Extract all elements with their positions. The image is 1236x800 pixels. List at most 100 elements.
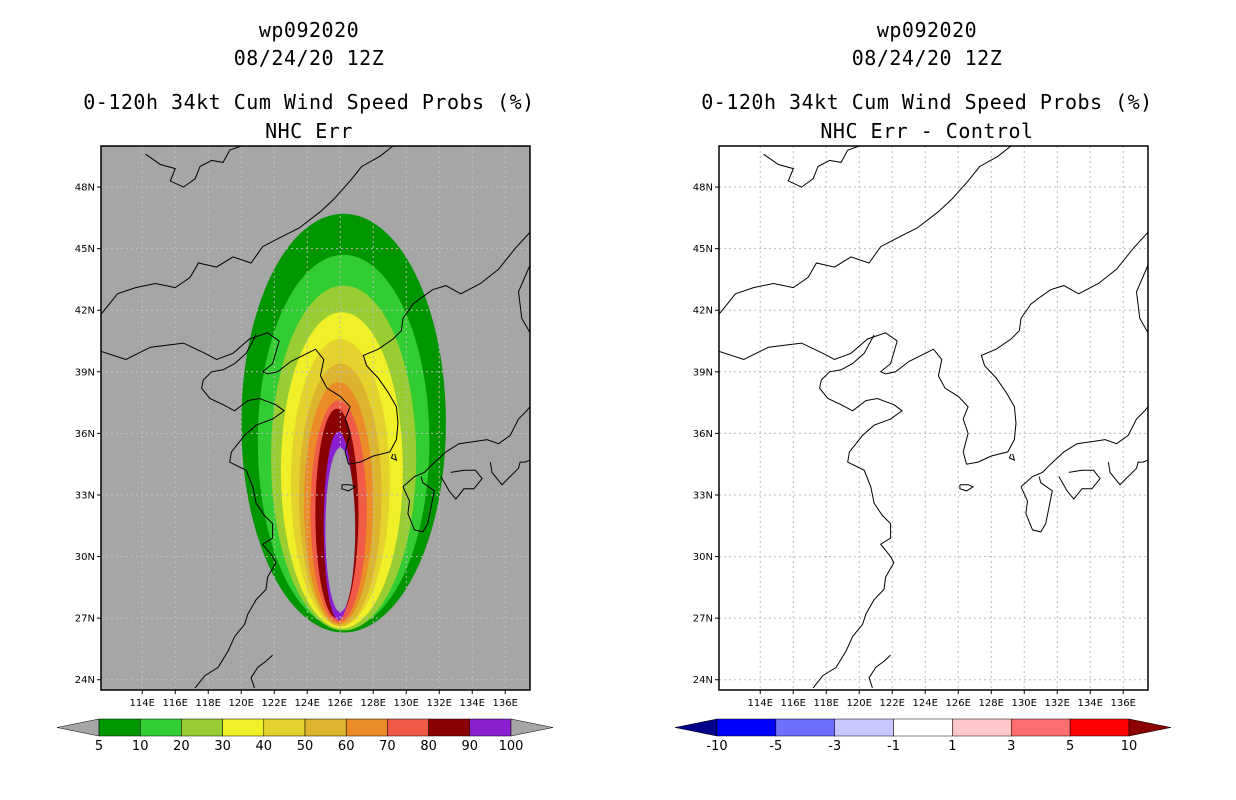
y-tick-label: 45N bbox=[693, 244, 713, 255]
colorbar-label: 90 bbox=[462, 739, 479, 754]
colorbar-segment bbox=[345, 718, 388, 737]
colorbar-label: 70 bbox=[379, 739, 396, 754]
x-tick-label: 134E bbox=[460, 698, 485, 709]
x-tick-label: 122E bbox=[880, 698, 905, 709]
coastline bbox=[341, 484, 357, 492]
plot-frame bbox=[718, 145, 1149, 691]
colorbar-segment bbox=[304, 718, 347, 737]
x-tick-label: 114E bbox=[130, 698, 155, 709]
colorbar-label: 10 bbox=[1121, 739, 1138, 754]
coastline bbox=[868, 654, 891, 689]
colorbar-label: 100 bbox=[499, 739, 524, 754]
coastline bbox=[402, 476, 435, 533]
colorbar-label: -10 bbox=[706, 739, 727, 754]
contour-100pct bbox=[325, 447, 356, 612]
colorbar-label: -5 bbox=[769, 739, 782, 754]
colorbar-segment bbox=[428, 718, 471, 737]
coastline bbox=[440, 469, 483, 500]
y-tick-label: 30N bbox=[75, 552, 95, 563]
x-tick-label: 122E bbox=[262, 698, 287, 709]
x-tick-label: 116E bbox=[163, 698, 188, 709]
coastline bbox=[1020, 476, 1053, 533]
colorbar-label: 10 bbox=[132, 739, 149, 754]
colorbar-low-arrow bbox=[56, 718, 100, 737]
colorbar-segment bbox=[952, 718, 1012, 737]
x-tick-label: 132E bbox=[427, 698, 452, 709]
x-tick-label: 136E bbox=[1111, 698, 1136, 709]
x-tick-label: 114E bbox=[748, 698, 773, 709]
x-tick-label: 118E bbox=[196, 698, 221, 709]
x-tick-label: 120E bbox=[229, 698, 254, 709]
y-tick-label: 27N bbox=[75, 614, 95, 625]
x-tick-label: 134E bbox=[1078, 698, 1103, 709]
y-tick-label: 48N bbox=[693, 183, 713, 194]
colorbar-segment bbox=[834, 718, 894, 737]
colorbar-label: 60 bbox=[338, 739, 355, 754]
map-background bbox=[719, 146, 1148, 690]
right-datetime: 08/24/20 12Z bbox=[851, 46, 1003, 70]
y-tick-label: 42N bbox=[693, 306, 713, 317]
y-tick-label: 36N bbox=[75, 429, 95, 440]
colorbar-label: -3 bbox=[828, 739, 841, 754]
y-tick-label: 42N bbox=[75, 306, 95, 317]
colorbar-label: 40 bbox=[256, 739, 273, 754]
colorbar-segment bbox=[716, 718, 777, 737]
plot-frame bbox=[100, 145, 531, 691]
right-panel: wp092020 08/24/20 12Z 0-120h 34kt Cum Wi… bbox=[618, 0, 1236, 800]
x-tick-label: 124E bbox=[913, 698, 938, 709]
x-tick-label: 136E bbox=[493, 698, 518, 709]
left-storm-id: wp092020 bbox=[258, 18, 360, 42]
colorbar-segment bbox=[775, 718, 835, 737]
coastline bbox=[101, 231, 530, 465]
coastline bbox=[402, 406, 530, 488]
coastline bbox=[812, 334, 903, 689]
colorbar-label: 50 bbox=[297, 739, 314, 754]
colorbar-low-arrow bbox=[674, 718, 718, 737]
x-tick-label: 126E bbox=[946, 698, 971, 709]
coastline bbox=[719, 231, 1148, 465]
coastline bbox=[390, 453, 398, 461]
x-tick-label: 120E bbox=[847, 698, 872, 709]
left-subtitle: NHC Err bbox=[265, 119, 353, 143]
coastline bbox=[959, 484, 975, 492]
colorbar-segment bbox=[1011, 718, 1071, 737]
colorbar-label: 20 bbox=[173, 739, 190, 754]
y-tick-label: 39N bbox=[75, 367, 95, 378]
colorbar-label: 5 bbox=[95, 739, 103, 754]
colorbar-label: 3 bbox=[1007, 739, 1015, 754]
coastline bbox=[250, 654, 273, 689]
colorbar-segment bbox=[222, 718, 265, 737]
right-product-title: 0-120h 34kt Cum Wind Speed Probs (%) bbox=[701, 90, 1153, 114]
coastline bbox=[101, 146, 394, 315]
colorbar-segment bbox=[469, 718, 512, 737]
y-tick-label: 39N bbox=[693, 367, 713, 378]
colorbar-label: -1 bbox=[887, 739, 900, 754]
left-map: 114E 116E 118E 120E 122E 124E 126E 128E 130E 132E… bbox=[56, 145, 554, 754]
colorbar-segment bbox=[1069, 718, 1130, 737]
x-tick-label: 130E bbox=[394, 698, 419, 709]
y-tick-label: 33N bbox=[75, 490, 95, 501]
coastline bbox=[1058, 469, 1101, 500]
coastline bbox=[489, 459, 530, 486]
coastline bbox=[517, 264, 530, 334]
colorbar-segment bbox=[139, 718, 182, 737]
left-panel: wp092020 08/24/20 12Z 0-120h 34kt Cum Wi… bbox=[56, 18, 554, 754]
colorbar-segment bbox=[387, 718, 429, 737]
coastline bbox=[194, 334, 285, 689]
coastline bbox=[1135, 264, 1148, 334]
y-tick-label: 24N bbox=[693, 675, 713, 686]
left-product-title: 0-120h 34kt Cum Wind Speed Probs (%) bbox=[83, 90, 535, 114]
coastline bbox=[763, 146, 860, 188]
x-tick-label: 128E bbox=[361, 698, 386, 709]
colorbar-high-arrow bbox=[510, 718, 554, 737]
y-tick-label: 36N bbox=[693, 429, 713, 440]
x-tick-label: 132E bbox=[1045, 698, 1070, 709]
right-subtitle: NHC Err - Control bbox=[820, 119, 1034, 143]
y-tick-label: 45N bbox=[75, 244, 95, 255]
coastline bbox=[145, 146, 242, 188]
right-storm-id: wp092020 bbox=[876, 18, 978, 42]
colorbar-segment bbox=[98, 718, 141, 737]
colorbar-label: 80 bbox=[420, 739, 437, 754]
colorbar-high-arrow bbox=[1128, 718, 1172, 737]
colorbar-segment bbox=[893, 718, 953, 737]
